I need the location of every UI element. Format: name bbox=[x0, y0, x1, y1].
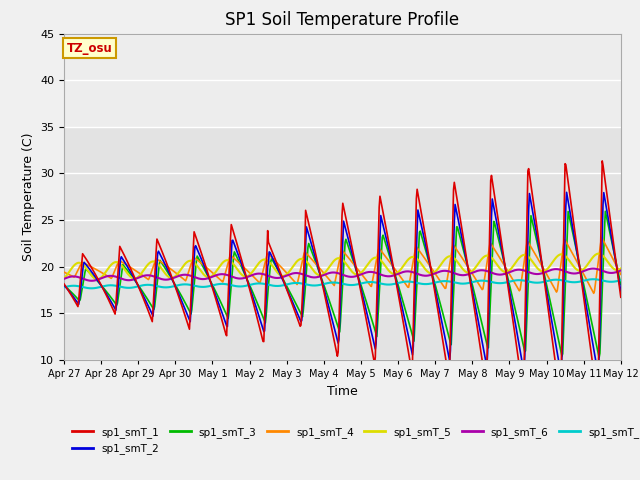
sp1_smT_6 bbox=[617, 267, 625, 273]
sp1_smT_7 bbox=[70, 283, 78, 288]
sp1_smT_3 bbox=[617, 282, 625, 288]
sp1_smT_7 bbox=[214, 281, 222, 287]
sp1_smT_2 bbox=[70, 295, 78, 300]
sp1_smT_4 bbox=[127, 265, 135, 271]
sp1_smT_5 bbox=[617, 265, 625, 271]
sp1_smT_1 bbox=[214, 301, 221, 307]
sp1_smT_7 bbox=[428, 281, 435, 287]
sp1_smT_5 bbox=[428, 270, 435, 276]
sp1_smT_3 bbox=[410, 338, 418, 344]
sp1_smT_6 bbox=[411, 270, 419, 276]
sp1_smT_4 bbox=[617, 272, 625, 277]
sp1_smT_2 bbox=[563, 190, 570, 195]
sp1_smT_2 bbox=[60, 282, 68, 288]
sp1_smT_3 bbox=[70, 292, 78, 298]
sp1_smT_1 bbox=[127, 267, 135, 273]
sp1_smT_1 bbox=[70, 297, 78, 303]
sp1_smT_4 bbox=[214, 274, 221, 280]
Title: SP1 Soil Temperature Profile: SP1 Soil Temperature Profile bbox=[225, 11, 460, 29]
sp1_smT_4 bbox=[410, 254, 418, 260]
Bar bbox=[64, 127, 621, 360]
sp1_smT_3 bbox=[184, 305, 192, 311]
sp1_smT_3 bbox=[127, 273, 135, 278]
sp1_smT_6 bbox=[214, 272, 222, 277]
sp1_smT_6 bbox=[60, 276, 68, 282]
sp1_smT_4 bbox=[426, 264, 434, 269]
sp1_smT_7 bbox=[617, 277, 625, 283]
sp1_smT_7 bbox=[60, 284, 68, 290]
sp1_smT_2 bbox=[127, 271, 135, 276]
sp1_smT_3 bbox=[426, 264, 434, 270]
sp1_smT_2 bbox=[426, 264, 434, 269]
sp1_smT_4 bbox=[598, 235, 605, 240]
Bar bbox=[64, 34, 621, 127]
sp1_smT_5 bbox=[595, 251, 602, 256]
sp1_smT_2 bbox=[214, 297, 221, 303]
sp1_smT_2 bbox=[617, 288, 625, 294]
sp1_smT_4 bbox=[70, 274, 78, 280]
sp1_smT_6 bbox=[70, 274, 78, 279]
sp1_smT_5 bbox=[93, 276, 101, 282]
sp1_smT_5 bbox=[185, 258, 193, 264]
sp1_smT_2 bbox=[595, 373, 602, 379]
sp1_smT_5 bbox=[411, 254, 419, 260]
sp1_smT_5 bbox=[70, 263, 78, 268]
sp1_smT_1 bbox=[426, 262, 434, 268]
X-axis label: Time: Time bbox=[327, 384, 358, 397]
Text: TZ_osu: TZ_osu bbox=[67, 42, 113, 55]
Y-axis label: Soil Temperature (C): Soil Temperature (C) bbox=[22, 132, 35, 261]
sp1_smT_5 bbox=[60, 276, 68, 281]
sp1_smT_3 bbox=[60, 282, 68, 288]
sp1_smT_1 bbox=[598, 158, 606, 164]
sp1_smT_7 bbox=[589, 276, 596, 282]
sp1_smT_1 bbox=[184, 322, 192, 327]
sp1_smT_7 bbox=[411, 279, 419, 285]
sp1_smT_4 bbox=[184, 271, 192, 277]
sp1_smT_5 bbox=[128, 275, 136, 281]
sp1_smT_1 bbox=[410, 294, 418, 300]
sp1_smT_7 bbox=[185, 282, 193, 288]
sp1_smT_4 bbox=[590, 290, 598, 296]
sp1_smT_6 bbox=[428, 272, 435, 278]
Line: sp1_smT_7: sp1_smT_7 bbox=[64, 279, 621, 288]
sp1_smT_1 bbox=[60, 281, 68, 287]
sp1_smT_1 bbox=[594, 397, 602, 403]
sp1_smT_2 bbox=[410, 321, 418, 326]
sp1_smT_3 bbox=[602, 208, 609, 214]
sp1_smT_5 bbox=[214, 266, 222, 272]
Line: sp1_smT_6: sp1_smT_6 bbox=[64, 269, 621, 281]
sp1_smT_7 bbox=[128, 285, 136, 290]
sp1_smT_6 bbox=[88, 278, 96, 284]
Line: sp1_smT_5: sp1_smT_5 bbox=[64, 253, 621, 279]
sp1_smT_1 bbox=[617, 294, 625, 300]
Line: sp1_smT_4: sp1_smT_4 bbox=[64, 238, 621, 293]
sp1_smT_4 bbox=[60, 269, 68, 275]
Line: sp1_smT_2: sp1_smT_2 bbox=[64, 192, 621, 376]
sp1_smT_3 bbox=[595, 355, 603, 360]
sp1_smT_7 bbox=[88, 286, 96, 291]
sp1_smT_2 bbox=[184, 313, 192, 319]
Line: sp1_smT_1: sp1_smT_1 bbox=[64, 161, 621, 400]
Line: sp1_smT_3: sp1_smT_3 bbox=[64, 211, 621, 358]
sp1_smT_6 bbox=[128, 277, 136, 283]
Legend: sp1_smT_1, sp1_smT_2, sp1_smT_3, sp1_smT_4, sp1_smT_5, sp1_smT_6, sp1_smT_7: sp1_smT_1, sp1_smT_2, sp1_smT_3, sp1_smT… bbox=[69, 424, 640, 457]
sp1_smT_6 bbox=[589, 266, 596, 272]
sp1_smT_6 bbox=[185, 272, 193, 278]
sp1_smT_3 bbox=[214, 292, 221, 298]
